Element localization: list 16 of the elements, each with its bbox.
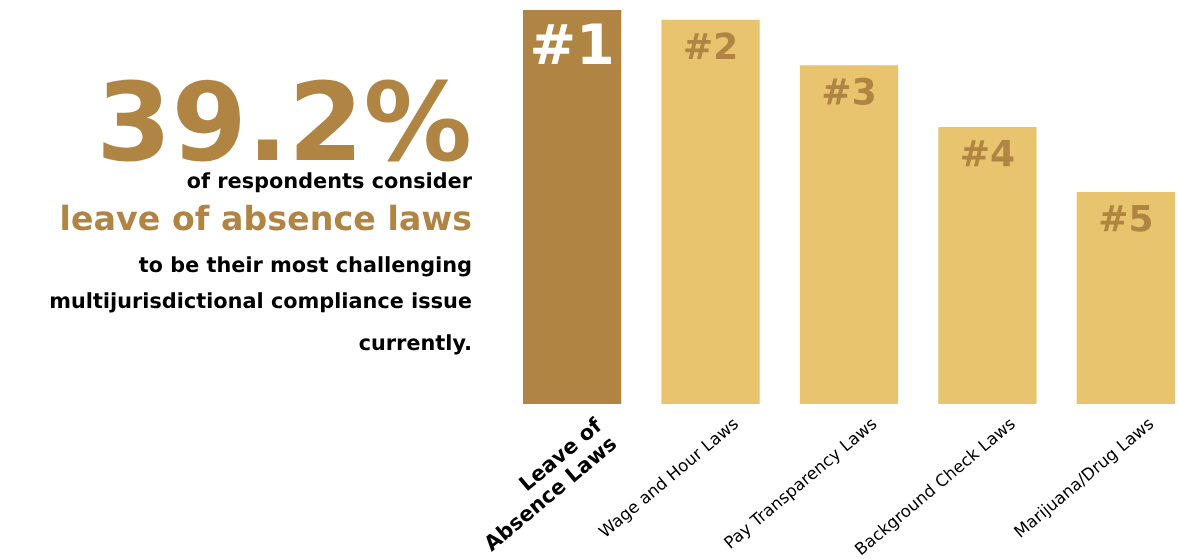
- text: 39.2%: [103, 79, 469, 162]
- annotation: #5: [1100, 204, 1152, 232]
- text: to be their most challenging: [138, 256, 471, 277]
- bar: [661, 19, 760, 404]
- annotation: #2: [685, 32, 736, 60]
- bar: [799, 65, 899, 404]
- annotation: #4: [962, 139, 1014, 167]
- text: currently.: [359, 334, 470, 355]
- annotation: #1: [533, 23, 611, 65]
- bar: [523, 10, 622, 404]
- text: leave of absence laws: [62, 204, 471, 231]
- text: multijurisdictional compliance issue: [50, 292, 471, 313]
- text: of respondents consider: [187, 172, 472, 193]
- bar: [938, 127, 1037, 404]
- bar: [1076, 192, 1175, 404]
- annotation: #3: [823, 77, 874, 105]
